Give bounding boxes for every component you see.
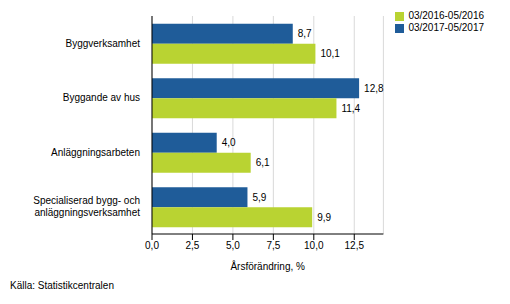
html-text:03/2016-05/2016: 03/2016-05/2016 (408, 10, 484, 21)
svg-text:Byggande av hus: Byggande av hus (63, 92, 140, 103)
svg-text:11,4: 11,4 (341, 103, 360, 114)
svg-text:Anläggningsarbeten: Anläggningsarbeten (51, 147, 140, 158)
svg-text:8,7: 8,7 (298, 28, 312, 39)
svg-text:6,1: 6,1 (256, 157, 270, 168)
svg-text:Årsförändring, %: Årsförändring, % (230, 260, 305, 272)
svg-text:10,1: 10,1 (320, 48, 340, 59)
svg-text:12,8: 12,8 (364, 83, 384, 94)
svg-text:2,5: 2,5 (185, 240, 199, 251)
svg-text:4,0: 4,0 (222, 137, 236, 148)
svg-text:0,0: 0,0 (145, 240, 159, 251)
html-text:03/2017-05/2017: 03/2017-05/2017 (408, 22, 484, 33)
html-text:Källa: Statistikcentralen: Källa: Statistikcentralen (10, 280, 114, 291)
svg-text:7,5: 7,5 (266, 240, 280, 251)
svg-text:Byggverksamhet: Byggverksamhet (66, 38, 141, 49)
svg-text:10,0: 10,0 (304, 240, 324, 251)
svg-text:12,5: 12,5 (345, 240, 365, 251)
svg-text:5,9: 5,9 (252, 192, 266, 203)
svg-text:Specialiserad bygg- ochanläggn: Specialiserad bygg- ochanläggningsverksa… (33, 195, 140, 218)
svg-text:9,9: 9,9 (317, 212, 331, 223)
svg-text:5,0: 5,0 (226, 240, 240, 251)
